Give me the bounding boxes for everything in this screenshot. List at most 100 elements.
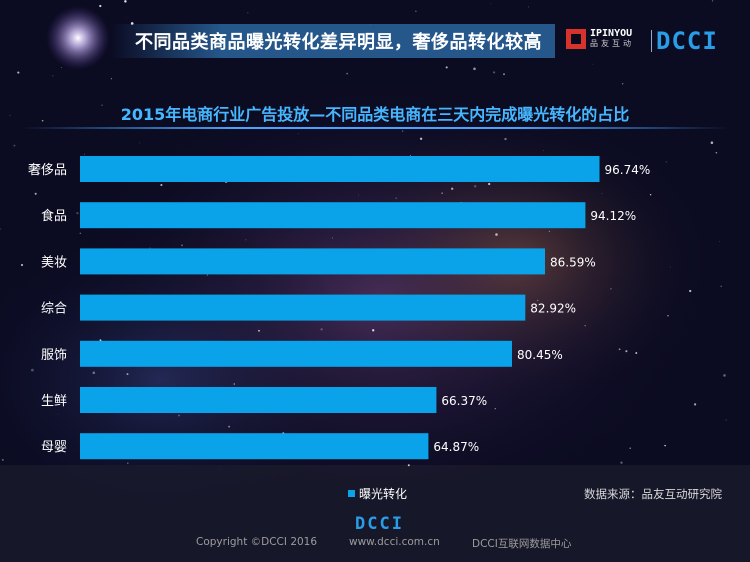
- star: [493, 71, 496, 74]
- category-label: 奢侈品: [28, 163, 67, 178]
- bar: [80, 202, 586, 229]
- category-label: 美妆: [41, 255, 67, 270]
- star: [290, 116, 292, 118]
- star: [362, 117, 365, 119]
- star: [110, 78, 112, 80]
- star: [258, 329, 260, 332]
- star: [711, 0, 714, 2]
- star: [689, 289, 692, 293]
- star: [618, 348, 621, 351]
- star: [665, 161, 667, 163]
- category-label: 母婴: [41, 440, 67, 455]
- star: [60, 67, 62, 69]
- star: [57, 413, 59, 415]
- bar: [80, 340, 512, 367]
- glowing-star: [46, 6, 110, 70]
- star: [670, 266, 671, 268]
- star: [52, 75, 54, 77]
- footer: Copyright ©DCCI 2016 www.dcci.com.cn DCC…: [0, 536, 750, 552]
- star: [504, 137, 507, 141]
- star: [302, 104, 305, 106]
- star: [537, 299, 539, 301]
- star: [693, 403, 697, 406]
- star: [395, 197, 397, 199]
- star: [76, 211, 79, 215]
- ipinyou-logo: IPINYOU 品友互动: [566, 29, 634, 49]
- header-band: [110, 24, 555, 58]
- star: [126, 17, 127, 18]
- value-label: 94.12%: [590, 209, 636, 223]
- star: [720, 285, 722, 287]
- star: [445, 66, 448, 69]
- data-source: 数据来源：品友互动研究院: [584, 487, 722, 501]
- star: [592, 63, 594, 65]
- star: [196, 110, 200, 113]
- star: [92, 371, 96, 375]
- star: [548, 230, 550, 232]
- star: [407, 464, 410, 467]
- star: [31, 368, 34, 372]
- category-label: 综合: [41, 302, 67, 317]
- footer-copyright: Copyright ©DCCI 2016: [196, 536, 318, 548]
- star: [719, 241, 720, 243]
- star: [99, 4, 102, 8]
- star: [84, 153, 85, 155]
- star: [527, 6, 529, 8]
- star: [346, 72, 348, 75]
- value-label: 80.45%: [517, 348, 563, 362]
- star: [723, 374, 726, 377]
- star: [667, 315, 669, 317]
- star: [625, 350, 628, 353]
- star: [220, 468, 222, 470]
- star: [9, 114, 11, 116]
- star: [488, 182, 491, 186]
- star: [629, 447, 631, 450]
- category-label: 生鲜: [41, 394, 67, 409]
- star: [347, 116, 350, 120]
- star: [34, 192, 37, 195]
- star: [664, 444, 666, 447]
- value-label: 96.74%: [605, 163, 651, 177]
- value-label: 86.59%: [550, 255, 596, 269]
- star: [490, 3, 492, 4]
- footer-org: DCCI互联网数据中心: [472, 538, 572, 550]
- star: [715, 151, 718, 154]
- star: [372, 329, 375, 332]
- logo-divider: [651, 30, 652, 52]
- star: [47, 166, 49, 168]
- star: [206, 274, 208, 276]
- ipinyou-logo-subtext: 品友互动: [590, 39, 634, 49]
- bar: [80, 387, 437, 413]
- bar: [80, 156, 600, 182]
- star: [601, 193, 603, 195]
- value-label: 66.37%: [441, 394, 487, 408]
- ipinyou-logo-text: IPINYOU: [590, 28, 633, 40]
- star: [584, 325, 586, 327]
- star: [37, 172, 40, 175]
- star: [473, 185, 477, 188]
- star: [494, 408, 496, 410]
- page-title: 不同品类商品曝光转化差异明显，奢侈品转化较高: [135, 32, 542, 53]
- star: [401, 130, 404, 132]
- bar: [80, 433, 429, 460]
- footer-dcci-logo: DCCI: [355, 514, 404, 534]
- star: [37, 164, 39, 166]
- bar: [80, 294, 526, 321]
- star: [1, 458, 4, 461]
- star: [320, 328, 323, 331]
- star: [101, 104, 103, 106]
- star: [725, 419, 727, 421]
- ipinyou-logo-mark: [566, 29, 586, 49]
- star: [247, 12, 249, 14]
- footer-url: www.dcci.com.cn: [349, 536, 440, 548]
- star: [451, 187, 454, 190]
- star: [13, 144, 16, 147]
- star: [610, 287, 612, 290]
- star: [620, 461, 623, 464]
- star: [0, 228, 1, 230]
- star: [358, 194, 359, 196]
- star: [233, 383, 236, 385]
- chart-title: 2015年电商行业广告投放—不同品类电商在三天内完成曝光转化的占比: [120, 105, 630, 124]
- value-label: 82.92%: [530, 302, 576, 316]
